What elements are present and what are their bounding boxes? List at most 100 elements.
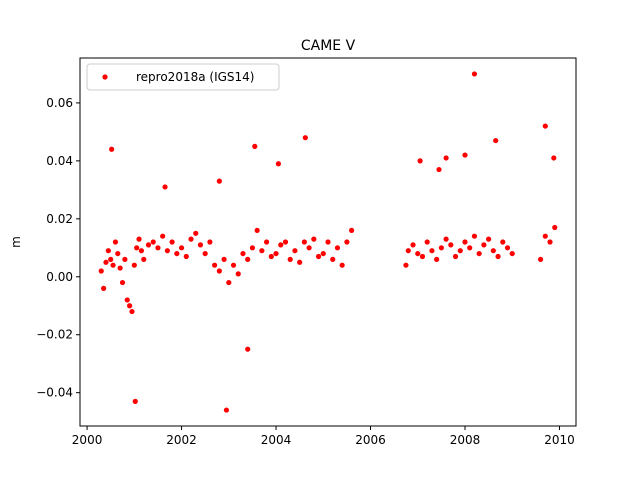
data-point [235, 271, 241, 277]
data-point [419, 253, 426, 260]
data-point [292, 248, 298, 254]
data-point [207, 239, 213, 245]
data-point [101, 285, 107, 291]
data-point [429, 248, 435, 254]
data-point [306, 245, 312, 251]
data-point [434, 256, 440, 262]
legend: repro2018a (IGS14) [86, 63, 280, 91]
data-point [315, 253, 322, 260]
data-point [174, 250, 180, 257]
data-point [122, 256, 128, 262]
data-point [223, 407, 230, 413]
data-point [240, 250, 246, 257]
data-point [245, 256, 251, 262]
data-point [493, 137, 499, 144]
data-point [462, 152, 468, 158]
data-point [145, 242, 152, 248]
data-point [164, 248, 170, 254]
data-point [103, 259, 109, 265]
data-point [495, 253, 501, 260]
data-point [105, 248, 111, 254]
data-point [109, 146, 115, 152]
data-point [547, 239, 553, 245]
data-point [302, 135, 308, 141]
data-point [436, 166, 442, 173]
data-point [471, 233, 478, 239]
data-point [448, 242, 454, 248]
data-point [226, 279, 232, 286]
data-point [438, 245, 444, 251]
data-point [221, 256, 227, 262]
data-point [245, 346, 251, 352]
data-point [108, 256, 114, 262]
data-point [509, 250, 515, 257]
data-point [551, 155, 557, 161]
data-point [112, 239, 119, 245]
data-point [119, 279, 126, 286]
data-point [443, 155, 449, 161]
data-point [129, 308, 135, 315]
data-point [160, 233, 166, 239]
x-tick-label: 2004 [261, 433, 292, 447]
data-point [197, 242, 204, 248]
legend-marker [102, 74, 108, 80]
y-tick-label: 0.00 [46, 270, 73, 284]
data-point [124, 297, 130, 303]
data-point [334, 245, 341, 251]
data-point [344, 239, 350, 245]
data-point [216, 268, 222, 274]
data-point [443, 236, 449, 242]
data-point [504, 245, 511, 251]
data-point [282, 239, 289, 245]
data-point [415, 250, 421, 257]
data-point [110, 262, 116, 268]
x-tick-label: 2008 [450, 433, 481, 447]
data-point [178, 245, 185, 251]
data-point [500, 239, 506, 245]
x-tick-label: 2002 [166, 433, 197, 447]
data-point [141, 256, 147, 262]
data-point [275, 161, 281, 167]
data-point [311, 236, 317, 242]
x-tick-label: 2006 [355, 433, 386, 447]
data-point [424, 239, 430, 245]
y-axis-ticks: −0.04 −0.02 0.00 0.02 0.04 0.06 [36, 96, 80, 400]
data-point [188, 236, 194, 242]
data-point [417, 158, 423, 164]
data-point [330, 256, 336, 262]
data-point [476, 250, 482, 257]
data-point [212, 262, 218, 268]
data-point [339, 262, 345, 268]
data-point [259, 248, 265, 254]
data-point [542, 123, 548, 129]
y-tick-label: 0.02 [46, 212, 73, 226]
x-tick-label: 2000 [72, 433, 103, 447]
y-tick-label: 0.06 [46, 96, 73, 110]
data-point [467, 245, 473, 251]
data-point [216, 178, 222, 184]
x-axis-ticks: 2000 2002 2004 2006 2008 2010 [72, 426, 575, 447]
data-point [155, 245, 161, 251]
y-tick-label: 0.04 [46, 154, 73, 168]
data-point [169, 239, 175, 245]
data-point [552, 224, 558, 231]
data-point [471, 71, 478, 77]
y-tick-label: −0.02 [36, 328, 73, 342]
data-point [115, 250, 121, 257]
data-point [193, 230, 199, 236]
data-point [268, 253, 274, 260]
data-points [98, 71, 558, 413]
data-point [452, 253, 459, 260]
data-point [249, 245, 256, 251]
legend-label: repro2018a (IGS14) [136, 70, 254, 84]
data-point [287, 256, 293, 262]
data-point [325, 239, 331, 245]
data-point [150, 239, 156, 245]
data-point [230, 262, 237, 268]
data-point [273, 250, 279, 257]
data-point [537, 256, 544, 262]
x-tick-label: 2010 [544, 433, 575, 447]
data-point [131, 262, 137, 268]
plot-frame [79, 57, 577, 427]
